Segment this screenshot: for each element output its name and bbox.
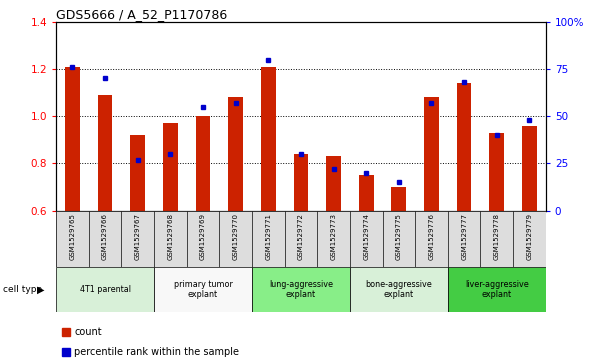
- Text: GSM1529770: GSM1529770: [232, 213, 238, 260]
- Text: liver-aggressive
explant: liver-aggressive explant: [465, 280, 529, 299]
- Bar: [448, 211, 480, 267]
- Bar: [350, 267, 448, 312]
- Bar: [350, 211, 382, 267]
- Text: GSM1529777: GSM1529777: [461, 213, 467, 260]
- Bar: [392, 187, 406, 211]
- Bar: [415, 211, 448, 267]
- Text: percentile rank within the sample: percentile rank within the sample: [74, 347, 240, 357]
- Bar: [424, 97, 439, 211]
- Bar: [122, 211, 154, 267]
- Bar: [186, 211, 219, 267]
- Text: primary tumor
explant: primary tumor explant: [173, 280, 232, 299]
- Text: GSM1529768: GSM1529768: [168, 213, 173, 260]
- Bar: [88, 211, 122, 267]
- Text: GSM1529765: GSM1529765: [70, 213, 76, 260]
- Text: GSM1529771: GSM1529771: [266, 213, 271, 260]
- Text: GSM1529775: GSM1529775: [396, 213, 402, 260]
- Bar: [252, 211, 284, 267]
- Text: GSM1529766: GSM1529766: [102, 213, 108, 260]
- Bar: [228, 97, 243, 211]
- Bar: [490, 132, 504, 211]
- Text: GSM1529769: GSM1529769: [200, 213, 206, 260]
- Text: ▶: ▶: [37, 285, 44, 294]
- Bar: [65, 67, 80, 211]
- Bar: [513, 211, 546, 267]
- Bar: [130, 135, 145, 211]
- Text: lung-aggressive
explant: lung-aggressive explant: [269, 280, 333, 299]
- Bar: [154, 267, 252, 312]
- Bar: [326, 156, 341, 211]
- Bar: [252, 267, 350, 312]
- Bar: [98, 95, 112, 211]
- Bar: [56, 267, 154, 312]
- Bar: [382, 211, 415, 267]
- Bar: [154, 211, 186, 267]
- Bar: [480, 211, 513, 267]
- Bar: [522, 126, 537, 211]
- Text: GSM1529778: GSM1529778: [494, 213, 500, 260]
- Bar: [294, 154, 308, 211]
- Bar: [448, 267, 546, 312]
- Text: GSM1529774: GSM1529774: [363, 213, 369, 260]
- Text: GDS5666 / A_52_P1170786: GDS5666 / A_52_P1170786: [56, 8, 227, 21]
- Bar: [457, 83, 471, 211]
- Bar: [219, 211, 252, 267]
- Bar: [317, 211, 350, 267]
- Text: GSM1529767: GSM1529767: [135, 213, 140, 260]
- Text: 4T1 parental: 4T1 parental: [80, 285, 130, 294]
- Text: GSM1529776: GSM1529776: [428, 213, 434, 260]
- Bar: [284, 211, 317, 267]
- Bar: [163, 123, 178, 211]
- Text: GSM1529772: GSM1529772: [298, 213, 304, 260]
- Text: bone-aggressive
explant: bone-aggressive explant: [365, 280, 432, 299]
- Text: GSM1529779: GSM1529779: [526, 213, 532, 260]
- Bar: [261, 67, 276, 211]
- Bar: [196, 116, 210, 211]
- Text: count: count: [74, 327, 102, 337]
- Bar: [359, 175, 373, 211]
- Text: GSM1529773: GSM1529773: [330, 213, 336, 260]
- Bar: [56, 211, 88, 267]
- Text: cell type: cell type: [3, 285, 42, 294]
